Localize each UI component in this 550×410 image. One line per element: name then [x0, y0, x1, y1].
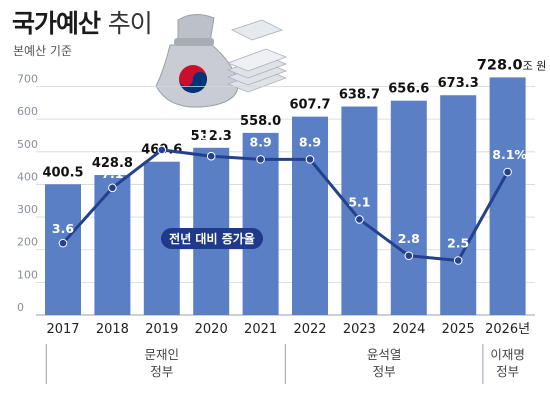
- y-tick-label: 500: [17, 138, 38, 151]
- growth-rate-label: 9.5: [151, 128, 173, 143]
- chart-subtitle: 본예산 기준: [13, 44, 73, 58]
- growth-rate-point: [453, 256, 463, 265]
- x-tick-label: 2017: [46, 322, 79, 337]
- y-tick-label: 300: [17, 203, 38, 216]
- legend-pill: [161, 228, 263, 249]
- cash-stack-icon: [226, 19, 288, 93]
- bar-value-labels: 400.5428.8469.6512.3558.0607.7638.7656.6…: [42, 57, 546, 180]
- y-tick-label: 0: [17, 301, 24, 314]
- x-tick-label: 2022: [293, 322, 326, 337]
- y-tick-label: 700: [17, 73, 38, 86]
- bar-value-label: 512.3: [191, 129, 232, 144]
- y-tick-label: 200: [17, 236, 38, 249]
- bar: [440, 95, 477, 315]
- y-tick-label: 100: [17, 268, 38, 281]
- growth-rate-point: [404, 251, 414, 261]
- growth-rate-label: 8.1%: [492, 147, 527, 162]
- title-light: 추이: [107, 9, 153, 38]
- bar-value-label: 638.7: [339, 88, 380, 103]
- growth-rate-line: 3.6 7.1 9.5 9.1 8.9 8.9 5.1 2.8 2.5 8.1%: [52, 128, 527, 265]
- group-label-line1: 문재인: [145, 347, 180, 362]
- chart-title: 국가예산 추이: [12, 4, 153, 40]
- y-tick-label: 400: [17, 170, 38, 183]
- group-label-line1: 윤석열: [367, 347, 402, 362]
- x-tick-label: 2023: [343, 322, 376, 337]
- group-label-line2: 정부: [373, 364, 396, 379]
- x-tick-label: 2020: [195, 322, 228, 337]
- y-tick-label: 600: [17, 105, 38, 118]
- bar: [390, 100, 427, 315]
- group-label-line2: 정부: [150, 364, 173, 379]
- group-label-line1: 이재명: [490, 347, 525, 362]
- x-tick-label: 2026년: [485, 322, 530, 337]
- x-tick-label: 2025: [442, 322, 475, 337]
- title-bold: 국가예산: [12, 9, 101, 38]
- growth-rate-label: 7.1: [101, 166, 123, 181]
- growth-rate-point: [157, 145, 167, 155]
- group-label-line2: 정부: [496, 364, 519, 379]
- x-tick-label: 2018: [96, 322, 129, 337]
- line-series-legend: 전년 대비 증가율: [161, 228, 263, 249]
- growth-rate-point: [206, 151, 216, 161]
- bar: [292, 116, 328, 315]
- growth-rate-label: 9.1: [200, 131, 222, 146]
- growth-rate-point: [256, 155, 265, 164]
- bar-value-label: 728.0조 원: [477, 57, 547, 73]
- money-bag-icon: [155, 14, 239, 108]
- growth-rate-label: 5.1: [348, 194, 370, 209]
- bar-value-label: 400.5: [42, 165, 83, 180]
- x-axis: 2017 2018 2019 2020 2021 2022 2023 2024 2025 2026…: [46, 322, 530, 337]
- bar-value-label: 656.6: [388, 82, 429, 97]
- x-tick-label: 2021: [244, 322, 277, 337]
- taegeuk-icon: [179, 65, 207, 93]
- growth-rate-label: 8.9: [299, 134, 321, 149]
- growth-rate-label: 3.6: [52, 221, 74, 236]
- bars: [45, 77, 526, 315]
- x-tick-label: 2024: [392, 322, 425, 337]
- growth-rate-point: [305, 155, 315, 164]
- bar: [94, 175, 131, 315]
- growth-rate-point: [355, 215, 364, 224]
- x-tick-label: 2019: [145, 322, 178, 337]
- growth-rate-point: [503, 167, 512, 177]
- growth-rate-label: 2.8: [398, 231, 420, 246]
- growth-rate-label: 8.9: [250, 134, 272, 149]
- money-bag-with-taegeuk-and-cash-stack-icon: [155, 14, 288, 108]
- bar-value-label: 558.0: [240, 114, 281, 129]
- legend-label: 전년 대비 증가율: [169, 231, 255, 246]
- growth-rate-point: [108, 183, 117, 193]
- growth-rate-label: 2.5: [447, 236, 469, 251]
- bar-value-label: 428.8: [92, 156, 133, 171]
- y-axis-ticks: 0 100 200 300 400 500 600 700: [17, 73, 38, 314]
- growth-rate-polyline: [61, 148, 509, 262]
- bar-value-label: 673.3: [438, 76, 479, 91]
- bar: [45, 184, 81, 315]
- bar-value-label: 607.7: [289, 98, 330, 113]
- bar: [341, 106, 378, 315]
- growth-rate-point: [58, 238, 68, 248]
